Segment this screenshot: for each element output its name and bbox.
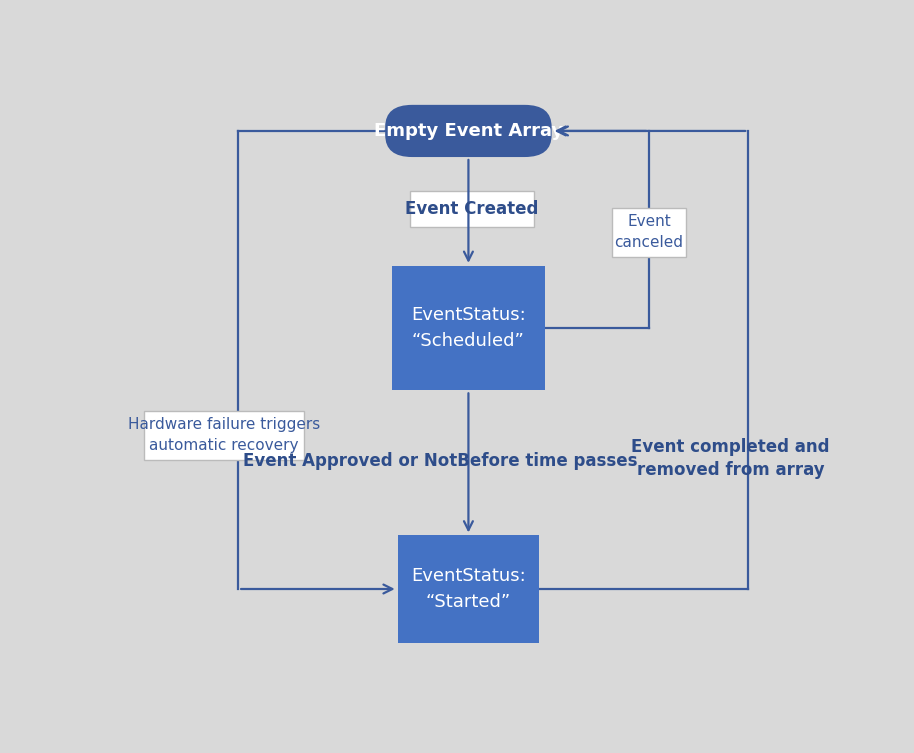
Bar bbox=[398, 535, 539, 642]
Text: EventStatus:
“Scheduled”: EventStatus: “Scheduled” bbox=[411, 306, 526, 350]
FancyBboxPatch shape bbox=[410, 191, 534, 227]
Text: Event Created: Event Created bbox=[405, 200, 538, 218]
Text: EventStatus:
“Started”: EventStatus: “Started” bbox=[411, 567, 526, 611]
Text: Event
canceled: Event canceled bbox=[614, 215, 684, 251]
Text: Empty Event Array: Empty Event Array bbox=[374, 122, 563, 140]
FancyBboxPatch shape bbox=[144, 410, 303, 460]
Text: Event completed and
removed from array: Event completed and removed from array bbox=[632, 437, 830, 480]
FancyBboxPatch shape bbox=[385, 105, 552, 157]
Text: Hardware failure triggers
automatic recovery: Hardware failure triggers automatic reco… bbox=[128, 417, 320, 453]
Text: Event Approved or NotBefore time passes: Event Approved or NotBefore time passes bbox=[243, 453, 637, 471]
FancyBboxPatch shape bbox=[611, 208, 686, 257]
Bar bbox=[392, 266, 545, 390]
